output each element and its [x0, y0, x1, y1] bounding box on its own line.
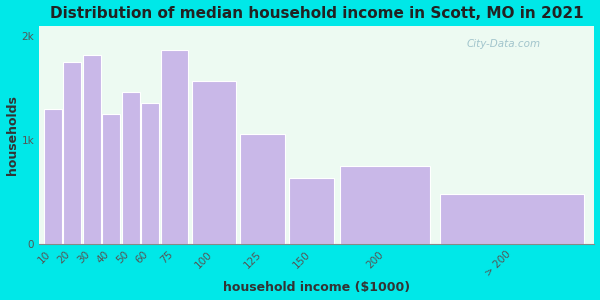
X-axis label: household income ($1000): household income ($1000)	[223, 281, 410, 294]
Bar	[63, 62, 81, 244]
Text: City-Data.com: City-Data.com	[467, 39, 541, 49]
Bar	[142, 103, 160, 244]
Bar	[161, 50, 188, 244]
Bar	[289, 178, 334, 244]
Title: Distribution of median household income in Scott, MO in 2021: Distribution of median household income …	[50, 6, 584, 21]
Bar	[191, 81, 236, 244]
Bar	[44, 109, 62, 244]
Bar	[340, 166, 430, 244]
Bar	[241, 134, 286, 244]
Bar	[83, 55, 101, 244]
Bar	[103, 114, 121, 244]
Bar	[122, 92, 140, 244]
Y-axis label: households: households	[5, 95, 19, 175]
Bar	[440, 194, 584, 244]
